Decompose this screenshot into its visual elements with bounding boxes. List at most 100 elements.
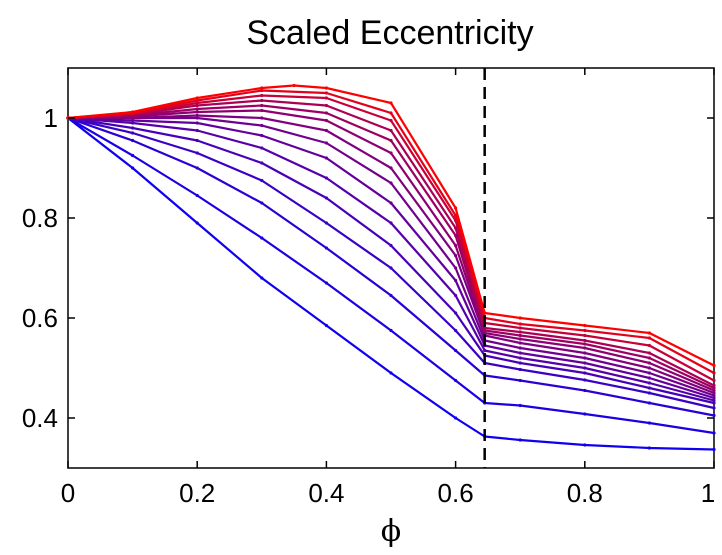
series-8-point-7 bbox=[454, 266, 458, 270]
series-6-point-12 bbox=[712, 398, 716, 403]
series-2-point-7 bbox=[454, 378, 458, 383]
series-13-point-12 bbox=[712, 378, 716, 383]
series-3-point-2 bbox=[131, 138, 135, 143]
series-13-point-9 bbox=[518, 326, 522, 330]
series-4-point-10 bbox=[583, 378, 587, 382]
series-2-point-10 bbox=[583, 412, 587, 416]
series-5-point-4 bbox=[260, 161, 264, 165]
series-12-point-12 bbox=[712, 383, 716, 388]
series-11-point-9 bbox=[518, 333, 522, 338]
x-axis-label: ϕ bbox=[381, 514, 401, 549]
series-12-point-8 bbox=[483, 326, 487, 330]
series-11-point-12 bbox=[712, 386, 716, 390]
series-11-point-3 bbox=[195, 107, 199, 111]
series-15-point-2 bbox=[131, 110, 135, 114]
series-3-point-5 bbox=[324, 246, 328, 250]
series-5-point-2 bbox=[131, 126, 135, 130]
series-5-point-5 bbox=[324, 196, 328, 200]
series-1-point-11 bbox=[647, 446, 652, 450]
series-line-12 bbox=[67, 99, 715, 387]
series-6-point-5 bbox=[324, 176, 328, 180]
series-13-point-6 bbox=[389, 118, 393, 123]
series-line-6 bbox=[67, 116, 715, 402]
series-5-point-3 bbox=[195, 138, 199, 143]
series-4-point-6 bbox=[389, 266, 393, 270]
series-7-point-4 bbox=[260, 133, 264, 138]
x-tick-label: 0.6 bbox=[438, 478, 474, 508]
series-3-point-6 bbox=[389, 293, 393, 298]
chart-title: Scaled Eccentricity bbox=[246, 14, 533, 52]
series-12-point-10 bbox=[583, 338, 587, 343]
series-1-point-5 bbox=[324, 323, 328, 328]
series-4-point-2 bbox=[131, 131, 135, 135]
series-7-point-9 bbox=[518, 351, 522, 355]
series-11-point-6 bbox=[389, 138, 393, 143]
series-7-point-11 bbox=[647, 376, 652, 380]
series-1-point-10 bbox=[583, 443, 587, 447]
series-15-point-8 bbox=[454, 206, 458, 210]
series-5-point-9 bbox=[518, 361, 522, 365]
series-5-point-6 bbox=[389, 243, 393, 248]
series-6-point-2 bbox=[131, 121, 135, 125]
series-4-point-4 bbox=[260, 178, 264, 183]
series-7-point-3 bbox=[195, 121, 199, 125]
series-9-point-11 bbox=[647, 366, 652, 370]
series-2-point-9 bbox=[518, 403, 522, 408]
y-tick-label: 0.4 bbox=[22, 403, 58, 433]
series-6-point-11 bbox=[647, 381, 652, 385]
series-6-point-4 bbox=[260, 146, 264, 150]
series-5-point-12 bbox=[712, 401, 716, 405]
series-15-point-11 bbox=[583, 323, 587, 328]
series-line-1 bbox=[67, 117, 715, 451]
series-11-point-7 bbox=[454, 233, 458, 238]
series-10-point-11 bbox=[647, 361, 652, 365]
series-14-point-4 bbox=[260, 88, 264, 93]
series-7-point-5 bbox=[324, 156, 328, 160]
series-10-point-4 bbox=[260, 108, 264, 113]
series-line-8 bbox=[68, 116, 715, 397]
y-tick-label: 0.8 bbox=[22, 203, 58, 233]
series-10-point-8 bbox=[483, 331, 487, 335]
series-1-point-12 bbox=[712, 447, 716, 452]
series-15-point-9 bbox=[483, 311, 487, 315]
series-6-point-9 bbox=[518, 356, 522, 360]
series-1-point-7 bbox=[454, 416, 458, 420]
series-8-point-5 bbox=[324, 141, 328, 145]
x-tick-label: 0.2 bbox=[179, 478, 215, 508]
series-7-point-7 bbox=[454, 278, 458, 283]
series-14-point-9 bbox=[518, 322, 522, 326]
series-15-point-10 bbox=[518, 316, 522, 320]
series-15-point-6 bbox=[324, 86, 328, 90]
x-tick-label: 0.8 bbox=[567, 478, 603, 508]
plot-area-border bbox=[67, 67, 715, 469]
series-10-point-12 bbox=[712, 388, 716, 393]
series-2-point-3 bbox=[195, 193, 199, 198]
series-14-point-5 bbox=[324, 91, 328, 95]
series-8-point-6 bbox=[389, 181, 393, 185]
series-15-point-3 bbox=[195, 96, 199, 100]
series-13-point-11 bbox=[647, 343, 652, 348]
y-tick-label: 0.6 bbox=[22, 303, 58, 333]
series-4-point-7 bbox=[454, 328, 458, 333]
series-1-point-4 bbox=[260, 276, 264, 280]
series-1-point-3 bbox=[195, 221, 199, 225]
series-10-point-10 bbox=[583, 346, 587, 350]
series-9-point-5 bbox=[324, 128, 328, 133]
series-11-point-11 bbox=[647, 356, 652, 360]
series-2-point-5 bbox=[324, 281, 328, 285]
series-2-point-2 bbox=[131, 153, 135, 158]
series-6-point-10 bbox=[583, 366, 587, 370]
series-9-point-10 bbox=[583, 351, 587, 355]
series-5-point-7 bbox=[454, 311, 458, 315]
series-2-point-4 bbox=[260, 236, 264, 240]
series-3-point-12 bbox=[712, 413, 716, 418]
series-4-point-11 bbox=[647, 391, 652, 395]
series-4-point-3 bbox=[195, 151, 199, 155]
x-tick-label: 0.4 bbox=[308, 478, 344, 508]
series-line-7 bbox=[67, 116, 715, 400]
series-9-point-4 bbox=[260, 116, 264, 120]
series-3-point-3 bbox=[195, 166, 199, 170]
series-7-point-2 bbox=[131, 118, 135, 123]
series-8-point-9 bbox=[518, 346, 522, 350]
